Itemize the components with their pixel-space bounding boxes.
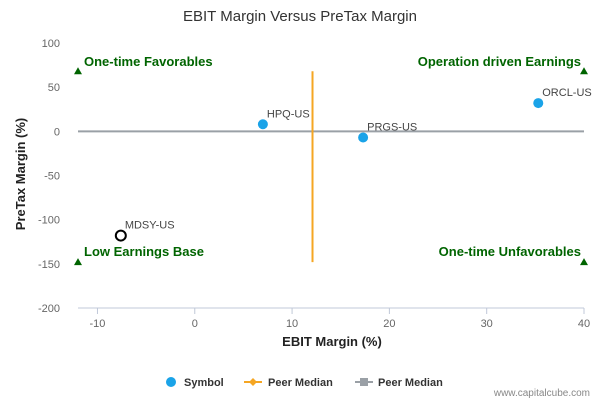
credit-text: www.capitalcube.com [493, 388, 590, 399]
legend: Symbol Peer Median Peer Median [166, 377, 443, 389]
legend-peer-median-horizontal-text: Peer Median [378, 377, 443, 389]
data-point[interactable] [533, 98, 544, 109]
legend-item-symbol[interactable]: Symbol [166, 377, 224, 389]
y-tick-label: -200 [38, 303, 60, 315]
data-point[interactable] [114, 229, 127, 242]
y-axis-ticks: 100 50 0 -50 -100 -150 -200 [38, 38, 60, 315]
data-point-label: PRGS-US [367, 122, 417, 134]
x-tick-label: 20 [383, 318, 395, 330]
legend-symbol-text: Symbol [184, 377, 224, 389]
quadrant-markers [74, 67, 588, 266]
x-tick-label: 0 [192, 318, 198, 330]
y-tick-label: -50 [44, 171, 60, 183]
data-points: HPQ-US PRGS-US ORCL-US MDSY-US [114, 87, 592, 242]
quadrant-marker-triangle [580, 67, 588, 75]
y-tick-label: 50 [48, 82, 60, 94]
quadrant-label-top-right: Operation driven Earnings [418, 54, 581, 69]
data-point-label: MDSY-US [125, 220, 175, 232]
x-tick-label: 10 [286, 318, 298, 330]
y-tick-label: 100 [42, 38, 60, 50]
y-tick-label: -150 [38, 259, 60, 271]
quadrant-marker-triangle [74, 67, 82, 75]
legend-peer-median-vertical-marker [249, 378, 257, 386]
x-axis-label: EBIT Margin (%) [282, 334, 382, 349]
data-point[interactable] [257, 119, 268, 130]
quadrant-marker-triangle [74, 258, 82, 266]
data-point[interactable] [358, 132, 369, 143]
y-tick-label: 0 [54, 126, 60, 138]
data-point-label: ORCL-US [542, 87, 592, 99]
legend-item-peer-median-vertical[interactable]: Peer Median [244, 377, 333, 389]
chart-title: EBIT Margin Versus PreTax Margin [183, 8, 417, 25]
legend-peer-median-vertical-text: Peer Median [268, 377, 333, 389]
x-tick-label: -10 [90, 318, 106, 330]
y-tick-label: -100 [38, 215, 60, 227]
x-tick-label: 30 [481, 318, 493, 330]
x-axis-ticks: -10 0 10 20 30 40 [90, 308, 590, 330]
legend-symbol-marker [166, 377, 176, 387]
data-point-label: HPQ-US [267, 108, 310, 120]
quadrant-marker-triangle [580, 258, 588, 266]
quadrant-label-bottom-right: One-time Unfavorables [439, 244, 581, 259]
quadrant-label-top-left: One-time Favorables [84, 54, 213, 69]
y-axis-label: PreTax Margin (%) [13, 118, 28, 230]
x-tick-label: 40 [578, 318, 590, 330]
legend-peer-median-horizontal-marker [360, 378, 368, 386]
legend-item-peer-median-horizontal[interactable]: Peer Median [355, 377, 443, 389]
quadrant-label-bottom-left: Low Earnings Base [84, 244, 204, 259]
